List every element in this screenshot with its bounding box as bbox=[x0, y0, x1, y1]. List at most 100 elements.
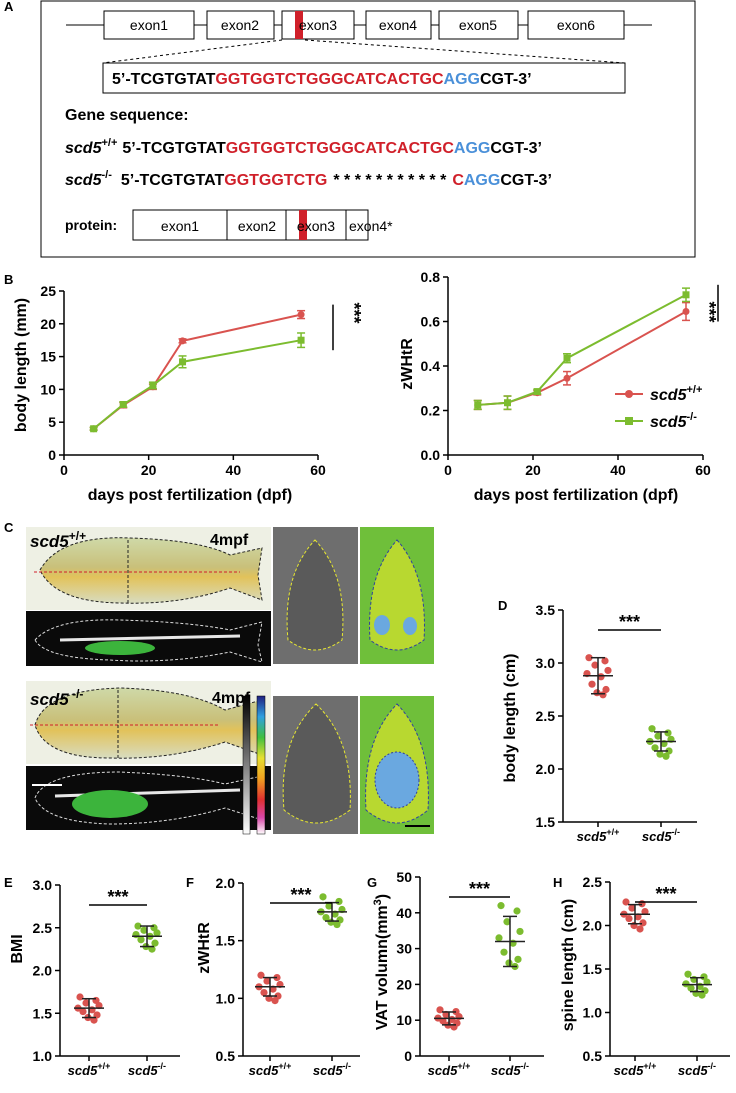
b-left-point-wt bbox=[179, 337, 187, 345]
protein-label: protein: bbox=[65, 217, 117, 233]
protein-exon-label: exon4* bbox=[349, 218, 393, 234]
wt-fish-body bbox=[39, 537, 263, 604]
d-y-tick-label: 2.0 bbox=[536, 761, 556, 777]
f-point-ko bbox=[319, 893, 327, 901]
d-point-ko bbox=[654, 732, 662, 740]
d-point-ko bbox=[664, 729, 672, 737]
b-right-y-tick-label: 0.2 bbox=[421, 403, 441, 419]
b-right-xlabel: days post fertilization (dpf) bbox=[474, 487, 678, 504]
h-significance: *** bbox=[655, 884, 676, 904]
wt-sequence-row: scd5+/+ 5’-TCGTGTATGGTGGTCTGGGCATCACTGCAG… bbox=[65, 137, 542, 157]
b-right-y-tick-label: 0.4 bbox=[421, 358, 441, 374]
legend-wt-marker bbox=[625, 390, 633, 398]
h-point-wt bbox=[634, 913, 642, 921]
d-y-tick-label: 2.5 bbox=[536, 708, 556, 724]
b-left-y-tick-label: 25 bbox=[40, 283, 56, 299]
h-point-wt bbox=[630, 921, 638, 930]
ko-fish-title: scd5 -/- bbox=[30, 687, 83, 709]
b-left-x-tick-label: 60 bbox=[310, 462, 326, 478]
f-point-wt bbox=[271, 997, 279, 1005]
d-point-wt bbox=[585, 654, 593, 662]
h-x-tick-label: scd5+/+ bbox=[614, 1061, 657, 1078]
b-right-x-tick-label: 40 bbox=[610, 462, 626, 478]
d-point-wt bbox=[602, 685, 610, 694]
d-point-wt bbox=[604, 666, 612, 675]
h-point-wt bbox=[641, 907, 649, 916]
gene-exon-label: exon1 bbox=[130, 17, 168, 33]
e-point-wt bbox=[82, 999, 90, 1007]
e-x-tick-label: scd5-/- bbox=[128, 1061, 166, 1078]
gene-exon-box bbox=[206, 10, 275, 40]
f-point-wt bbox=[260, 988, 268, 997]
d-y-tick-label: 3.5 bbox=[536, 602, 556, 618]
e-point-ko bbox=[140, 926, 148, 934]
b-left-significance: *** bbox=[344, 302, 364, 323]
zoom-line-right bbox=[304, 39, 626, 64]
b-left-y-tick-label: 15 bbox=[40, 349, 56, 365]
e-point-ko bbox=[132, 930, 140, 939]
e-y-tick-label: 3.0 bbox=[33, 877, 53, 893]
b-left-y-tick-label: 5 bbox=[48, 414, 56, 430]
protein-target-mark bbox=[299, 210, 307, 240]
d-point-wt bbox=[591, 661, 599, 669]
e-point-wt bbox=[79, 1007, 87, 1016]
d-ylabel: body length (cm) bbox=[502, 654, 519, 783]
d-point-ko bbox=[662, 752, 670, 760]
f-x-tick-label: scd5-/- bbox=[313, 1061, 351, 1078]
e-point-ko bbox=[134, 922, 142, 930]
ko-ct-scan bbox=[26, 766, 271, 830]
panel-label-d: D bbox=[498, 598, 507, 613]
d-point-ko bbox=[648, 725, 656, 733]
protein-exon-box bbox=[285, 209, 347, 241]
ko-mri-outline bbox=[282, 703, 351, 824]
e-point-ko bbox=[148, 945, 156, 953]
h-point-wt bbox=[622, 898, 630, 906]
e-y-tick-label: 1.0 bbox=[33, 1048, 53, 1064]
panel-a: A exon1 exon2 exon3 exon4 exon5 exon6 5’… bbox=[4, 0, 696, 258]
g-ylabel: VAT volumn(mm3) bbox=[372, 894, 391, 1030]
panel-label-h: H bbox=[553, 875, 562, 890]
b-left-ylabel: body length (mm) bbox=[13, 298, 30, 432]
panel-c: C scd5+/+ 4mpf scd5 -/- 4mpf bbox=[4, 520, 434, 835]
d-x-tick-label: scd5+/+ bbox=[577, 827, 620, 844]
g-point-ko bbox=[514, 955, 522, 963]
legend-ko-label: scd5-/- bbox=[650, 411, 697, 431]
g-x-tick-label: scd5+/+ bbox=[428, 1061, 471, 1078]
b-right-point-ko bbox=[563, 354, 571, 362]
ko-heatmap-fat bbox=[374, 751, 420, 809]
b-left-point-ko bbox=[297, 336, 305, 344]
f-point-wt bbox=[263, 977, 271, 985]
d-point-wt bbox=[599, 691, 607, 699]
e-y-tick-label: 2.0 bbox=[33, 963, 53, 979]
panel-label-g: G bbox=[367, 875, 377, 890]
f-point-ko bbox=[333, 920, 341, 929]
b-left-point-wt bbox=[297, 311, 305, 319]
gene-exon-box bbox=[527, 10, 625, 40]
h-y-tick-label: 1.0 bbox=[583, 1005, 603, 1021]
e-point-ko bbox=[153, 929, 161, 937]
target-site-mark bbox=[295, 11, 303, 39]
h-point-wt bbox=[628, 904, 636, 912]
d-y-tick-label: 1.5 bbox=[536, 814, 556, 830]
gene-exon-box bbox=[103, 10, 195, 40]
b-right-point-ko bbox=[504, 399, 511, 407]
gene-exon-box bbox=[281, 10, 355, 40]
d-point-wt bbox=[601, 657, 609, 665]
protein-exon-label: exon3 bbox=[297, 218, 335, 234]
h-y-tick-label: 1.5 bbox=[583, 961, 603, 977]
rainbow-bar bbox=[256, 695, 266, 835]
b-right-x-tick-label: 60 bbox=[695, 462, 711, 478]
protein-exon-box bbox=[132, 209, 228, 241]
b-right-point-wt bbox=[563, 374, 571, 382]
e-point-wt bbox=[95, 1001, 103, 1010]
g-point-ko bbox=[513, 907, 521, 915]
b-right-legend: scd5+/+ scd5-/- bbox=[615, 384, 702, 431]
legend-wt-label: scd5+/+ bbox=[650, 384, 702, 404]
gene-exon-box bbox=[365, 10, 432, 40]
h-point-ko bbox=[684, 970, 692, 978]
b-left-y-tick-label: 20 bbox=[40, 316, 56, 332]
d-point-ko bbox=[656, 750, 664, 758]
g-point-ko bbox=[497, 902, 505, 910]
protein-exon-label: exon1 bbox=[161, 218, 199, 234]
b-left-series-line-wt bbox=[93, 313, 302, 430]
